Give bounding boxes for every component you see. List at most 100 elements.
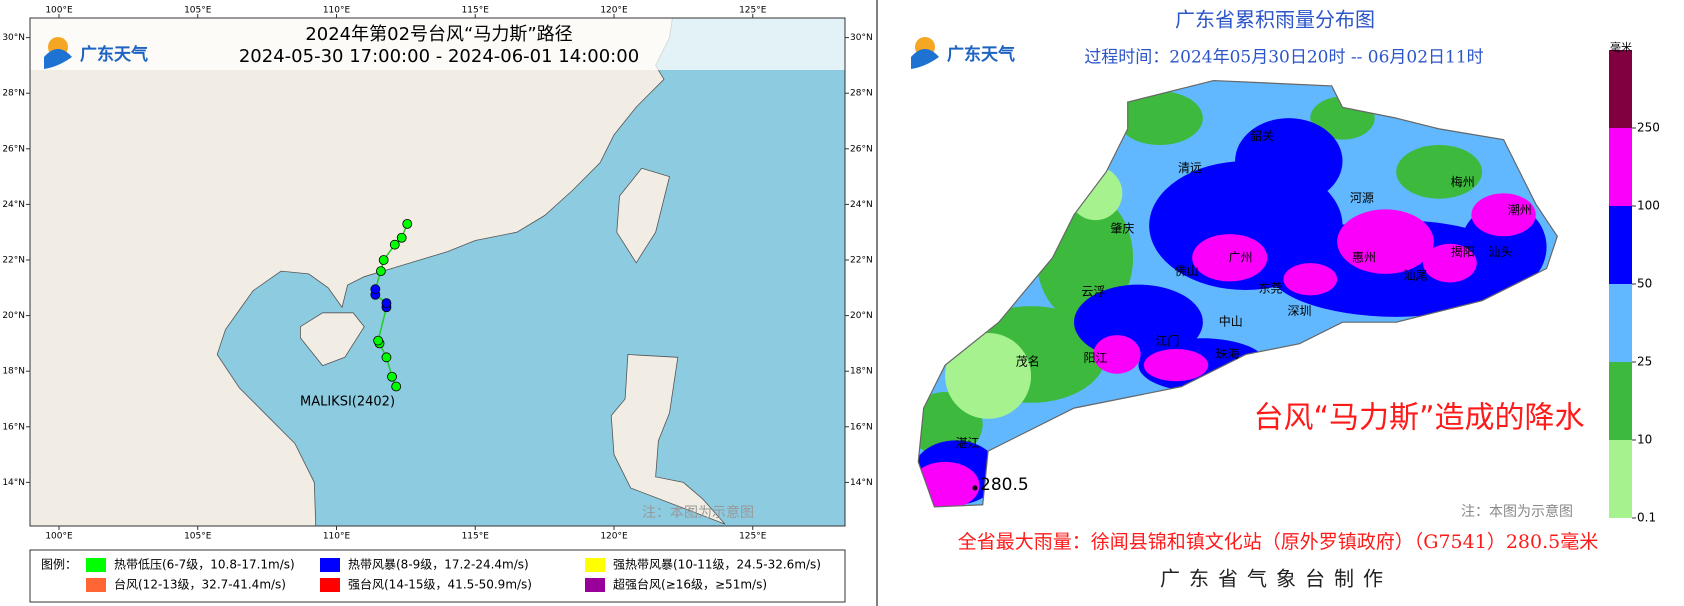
rain-area [1235, 118, 1343, 205]
city-label: 肇庆 [1110, 220, 1134, 235]
track-point [381, 298, 392, 308]
city-label: 广州 [1228, 250, 1252, 264]
logo-wave [911, 49, 939, 69]
colorbar-label: 50 [1637, 277, 1652, 291]
rain-period: 过程时间：2024年05月30日20时 -- 06月02日11时 [1084, 48, 1483, 68]
city-label: 东莞 [1259, 281, 1283, 295]
track-subtitle: 2024-05-30 17:00:00 - 2024-06-01 14:00:0… [239, 46, 639, 67]
lon-label: 125°E [739, 6, 767, 16]
city-label: 中山 [1219, 314, 1243, 329]
legend-label: 台风(12-13级，32.7-41.4m/s) [114, 577, 286, 592]
logo-text: 广东天气 [947, 44, 1015, 65]
city-label: 汕头 [1488, 245, 1512, 259]
legend-swatch [86, 558, 106, 572]
legend-swatch [585, 558, 605, 572]
rainfall-map: 广东省累积雨量分布图 过程时间：2024年05月30日20时 -- 06月02日… [911, 8, 1660, 591]
track-point [375, 266, 386, 277]
lon-label: 125°E [739, 532, 767, 542]
footer: 广东省气象台制作 [1160, 567, 1392, 591]
city-label: 深圳 [1288, 304, 1312, 318]
lat-label: 30°N [2, 33, 25, 43]
land [610, 354, 726, 525]
lon-label: 115°E [462, 6, 490, 16]
city-label: 汕尾 [1404, 269, 1428, 283]
colorbar-segment [1609, 440, 1632, 518]
map-frame [29, 17, 846, 527]
colorbar-segment [1609, 50, 1632, 128]
headline: 台风“马力斯”造成的降水 [1253, 401, 1584, 436]
max-point-label: 280.5 [980, 475, 1029, 495]
land [616, 167, 670, 264]
rain-area [1283, 263, 1338, 296]
lon-label: 100°E [45, 6, 73, 16]
lon-label: 120°E [600, 532, 628, 542]
colorbar-segment [1609, 128, 1632, 206]
rain-title: 广东省累积雨量分布图 [1175, 8, 1375, 32]
city-label: 梅州 [1451, 174, 1475, 189]
legend-box [29, 549, 846, 603]
colorbar-label: 25 [1637, 355, 1652, 369]
legend-label: 强热带风暴(10-11级，24.5-32.6m/s) [613, 558, 821, 572]
city-label: 韶关 [1250, 128, 1274, 143]
city-label: 潮州 [1508, 202, 1532, 217]
max-point [972, 485, 978, 491]
legend-label: 热带低压(6-7级，10.8-17.1m/s) [114, 558, 295, 572]
track-title: 2024年第02号台风“马力斯”路径 [305, 24, 572, 45]
max-rain: 全省最大雨量：徐闻县锦和镇文化站（原外罗镇政府）（G7541）280.5毫米 [958, 531, 1598, 553]
track-point [373, 335, 384, 346]
lat-label: 16°N [2, 422, 25, 432]
lat-label: 24°N [2, 200, 25, 210]
rain-area [1116, 91, 1203, 145]
lon-label: 120°E [600, 6, 628, 16]
colorbar-segment [1609, 206, 1632, 284]
track-point [381, 352, 392, 363]
city-label: 湛江 [956, 436, 980, 450]
colorbar-unit: 毫米 [1610, 40, 1632, 54]
rain-area [945, 332, 1032, 419]
lat-label: 22°N [850, 256, 873, 266]
lat-label: 20°N [850, 311, 873, 321]
lon-label: 110°E [323, 532, 351, 542]
track-point [391, 381, 402, 392]
watermark: 注：本图为示意图 [1461, 503, 1573, 520]
logo-wave [44, 49, 72, 69]
lat-label: 18°N [2, 367, 25, 377]
track-label: MALIKSI(2402) [300, 395, 395, 410]
track-point [402, 218, 413, 229]
colorbar-label: 10 [1637, 433, 1652, 447]
lat-label: 24°N [850, 200, 873, 210]
colorbar-label: 250 [1637, 121, 1660, 135]
track-point [396, 232, 407, 243]
lon-label: 110°E [323, 6, 351, 16]
watermark: 注：本图为示意图 [642, 504, 754, 521]
lat-label: 18°N [850, 367, 873, 377]
city-label: 惠州 [1352, 250, 1376, 264]
rain-area [1423, 243, 1477, 283]
lon-label: 115°E [462, 532, 490, 542]
land [30, 18, 673, 526]
lat-label: 28°N [850, 89, 873, 99]
rain-area [1093, 335, 1141, 374]
lat-label: 14°N [2, 478, 25, 488]
colorbar-segment [1609, 362, 1632, 440]
lat-label: 20°N [2, 311, 25, 321]
rain-area [1337, 209, 1434, 274]
city-label: 河源 [1350, 191, 1374, 205]
logo-text: 广东天气 [80, 44, 148, 65]
city-label: 揭阳 [1451, 244, 1475, 259]
lat-label: 28°N [2, 89, 25, 99]
title-backdrop [30, 18, 845, 70]
track-point [387, 371, 397, 382]
colorbar-segment [1609, 284, 1632, 362]
city-label: 云浮 [1081, 285, 1105, 299]
colorbar-label: 0.1 [1637, 511, 1656, 525]
lat-label: 22°N [2, 256, 25, 266]
colorbar-label: 100 [1637, 199, 1660, 213]
city-label: 茂名 [1016, 353, 1040, 368]
land [300, 312, 365, 367]
province-outline [917, 79, 1558, 508]
lat-label: 26°N [850, 144, 873, 154]
legend-label: 超强台风(≥16级，≥51m/s) [613, 577, 767, 592]
